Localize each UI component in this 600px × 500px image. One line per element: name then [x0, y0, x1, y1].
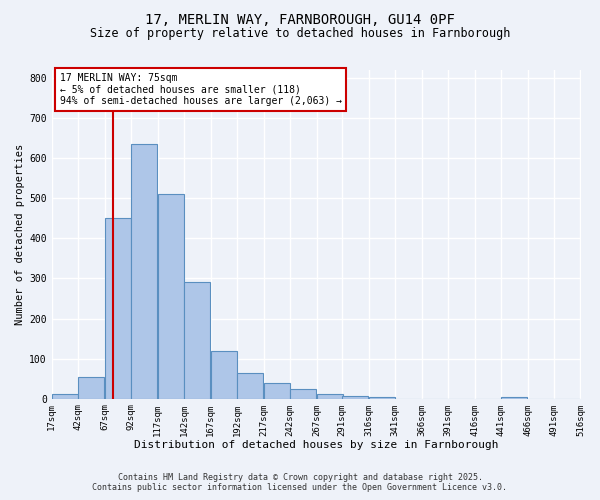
Bar: [264, 384, 290, 398]
Text: Size of property relative to detached houses in Farnborough: Size of property relative to detached ho…: [90, 28, 510, 40]
Bar: [290, 388, 316, 398]
Bar: [211, 350, 237, 399]
Bar: [52, 394, 78, 398]
Bar: [501, 396, 527, 398]
X-axis label: Distribution of detached houses by size in Farnborough: Distribution of detached houses by size …: [134, 440, 499, 450]
Text: 17, MERLIN WAY, FARNBOROUGH, GU14 0PF: 17, MERLIN WAY, FARNBOROUGH, GU14 0PF: [145, 12, 455, 26]
Bar: [184, 282, 211, 399]
Text: 17 MERLIN WAY: 75sqm
← 5% of detached houses are smaller (118)
94% of semi-detac: 17 MERLIN WAY: 75sqm ← 5% of detached ho…: [59, 74, 341, 106]
Y-axis label: Number of detached properties: Number of detached properties: [15, 144, 25, 325]
Bar: [105, 218, 131, 398]
Bar: [343, 396, 368, 398]
Bar: [369, 396, 395, 398]
Bar: [79, 376, 104, 398]
Text: Contains HM Land Registry data © Crown copyright and database right 2025.
Contai: Contains HM Land Registry data © Crown c…: [92, 473, 508, 492]
Bar: [158, 194, 184, 398]
Bar: [317, 394, 343, 398]
Bar: [131, 144, 157, 399]
Bar: [238, 374, 263, 398]
